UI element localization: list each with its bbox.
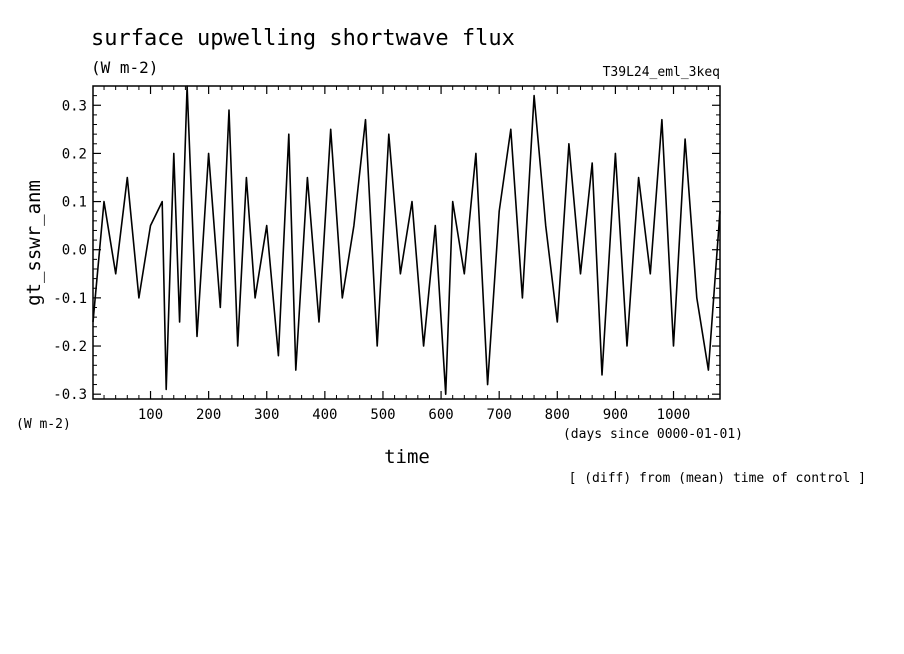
plot-frame — [92, 85, 721, 400]
x-axis-units: (days since 0000-01-01) — [563, 427, 743, 442]
y-tick-label: -0.3 — [53, 387, 87, 403]
x-tick-label: 400 — [312, 407, 337, 423]
x-tick-label: 700 — [487, 407, 512, 423]
y-tick-label: 0.3 — [62, 98, 87, 114]
y-tick-label: -0.1 — [53, 291, 87, 307]
experiment-label: T39L24_eml_3keq — [603, 65, 720, 80]
y-tick-label: 0.1 — [62, 195, 87, 211]
x-axis-label: time — [384, 446, 430, 468]
x-tick-label: 100 — [138, 407, 163, 423]
axis-ticks — [93, 85, 720, 399]
y-tick-label: 0.0 — [62, 243, 87, 259]
x-tick-label: 200 — [196, 407, 221, 423]
x-tick-label: 800 — [545, 407, 570, 423]
x-tick-labels: 100 200 300 400 500 600 700 800 900 1000 — [138, 407, 690, 423]
x-tick-label: 900 — [603, 407, 628, 423]
x-tick-label: 300 — [254, 407, 279, 423]
x-tick-label: 600 — [428, 407, 453, 423]
x-tick-label: 1000 — [657, 407, 691, 423]
y-tick-labels: -0.3 -0.2 -0.1 0.0 0.1 0.2 0.3 — [53, 98, 87, 403]
processing-note: [ (diff) from (mean) time of control ] — [569, 471, 866, 486]
title-units: (W m-2) — [91, 58, 158, 77]
chart-title: surface upwelling shortwave flux — [91, 26, 515, 51]
y-axis-units: (W m-2) — [16, 417, 71, 432]
y-axis-label: gt_sswr_anm — [23, 180, 45, 306]
y-tick-label: 0.2 — [62, 146, 87, 162]
series-line — [92, 85, 721, 395]
y-tick-label: -0.2 — [53, 339, 87, 355]
x-tick-label: 500 — [370, 407, 395, 423]
